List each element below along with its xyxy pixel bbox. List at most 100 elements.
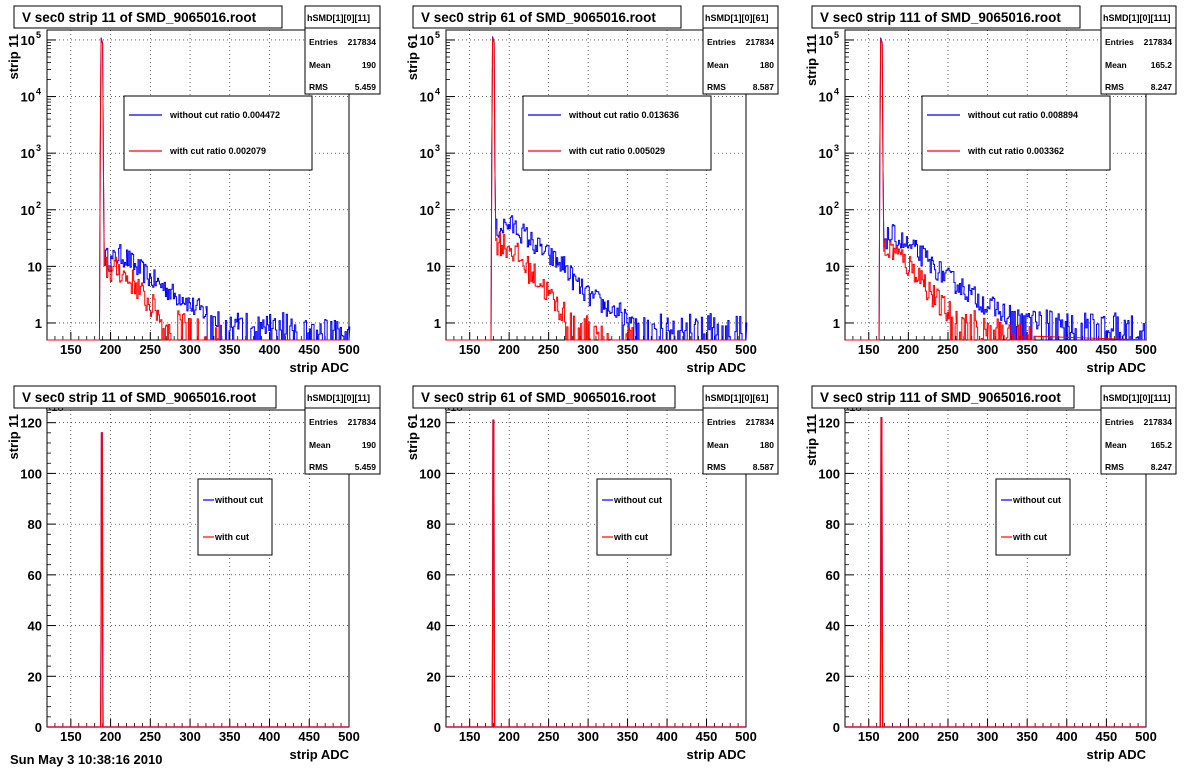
x-tick-label: 450: [1096, 729, 1118, 744]
y-tick-label: 40: [826, 619, 840, 634]
legend-label: without cut: [1012, 495, 1061, 505]
stats-mean-label: Mean: [1105, 440, 1127, 450]
y-tick-label: 10: [826, 259, 840, 274]
legend-label: without cut ratio 0.013636: [568, 110, 679, 120]
chart-panel-1: 150 200 250 300 350 400 450 500 strip ADC strip 1…: [6, 5, 381, 375]
y-tick-label: 20: [427, 669, 441, 684]
y-tick-label: 1: [833, 316, 840, 331]
x-tick-label: 400: [1056, 342, 1078, 357]
stats-name: hSMD[1][0][111]: [1103, 393, 1171, 403]
series-line-with-cut: [47, 432, 349, 728]
y-tick-label: 10: [427, 259, 441, 274]
stats-entries-label: Entries: [309, 37, 338, 47]
x-tick-label: 150: [858, 342, 880, 357]
legend-label: with cut ratio 0.005029: [568, 146, 665, 156]
x-tick-label: 500: [1135, 342, 1157, 357]
stats-box: [1100, 5, 1177, 95]
y-axis-label: strip 61: [405, 34, 420, 80]
stats-rms-label: RMS: [1105, 82, 1124, 92]
legend-label: with cut: [214, 532, 249, 542]
stats-rms-value: 5.459: [355, 82, 377, 92]
x-tick-label: 300: [179, 342, 201, 357]
stats-rms-value: 8.247: [1151, 82, 1173, 92]
y-tick-label: 10: [420, 203, 434, 218]
stats-box: [702, 5, 779, 95]
x-tick-label: 450: [1096, 342, 1118, 357]
stats-entries-value: 217834: [746, 417, 775, 427]
y-axis-label: strip 11: [6, 34, 21, 80]
legend-label: with cut ratio 0.002079: [169, 146, 266, 156]
x-tick-label: 500: [735, 729, 757, 744]
stats-rms-label: RMS: [309, 462, 328, 472]
y-tick-label: 80: [826, 517, 840, 532]
plot-frame: [445, 409, 747, 728]
legend-label: with cut: [613, 532, 648, 542]
y-tick-label: 20: [826, 669, 840, 684]
stats-box: [304, 385, 381, 475]
stats-mean-label: Mean: [309, 60, 331, 70]
stats-mean-value: 190: [362, 60, 376, 70]
stats-name: hSMD[1][0][111]: [1103, 13, 1171, 23]
stats-box: [702, 385, 779, 475]
x-tick-label: 350: [617, 342, 639, 357]
stats-entries-label: Entries: [309, 417, 338, 427]
y-axis-label: strip 61: [405, 414, 420, 460]
stats-rms-label: RMS: [707, 82, 726, 92]
footer-timestamp: Sun May 3 10:38:16 2010: [10, 752, 163, 767]
x-tick-label: 350: [219, 342, 241, 357]
y-tick-label: 40: [28, 619, 42, 634]
x-tick-label: 150: [858, 729, 880, 744]
x-tick-label: 200: [898, 342, 920, 357]
y-tick-exponent: 5: [834, 30, 839, 40]
legend-label: with cut: [1012, 532, 1047, 542]
y-tick-label: 10: [819, 203, 833, 218]
x-tick-label: 450: [298, 729, 320, 744]
x-tick-label: 250: [139, 729, 161, 744]
legend-box: [596, 478, 672, 556]
y-tick-label: 10: [21, 90, 35, 105]
plot-frame: [46, 29, 350, 341]
x-tick-label: 300: [977, 342, 999, 357]
series-line-with-cut: [446, 37, 746, 341]
x-tick-label: 150: [459, 342, 481, 357]
stats-rms-value: 8.587: [753, 462, 775, 472]
y-tick-exponent: 2: [834, 200, 839, 210]
x-axis-label: strip ADC: [290, 360, 350, 375]
y-axis-label: strip 111: [804, 34, 819, 86]
plot-frame: [445, 29, 747, 341]
legend-box: [197, 478, 273, 556]
chart-title: V sec0 strip 11 of SMD_9065016.root: [22, 10, 257, 25]
y-tick-label: 100: [818, 466, 840, 481]
series-line-with-cut: [47, 38, 349, 341]
legend-box: [995, 478, 1071, 556]
y-tick-label: 10: [21, 146, 35, 161]
legend-label: without cut: [214, 495, 263, 505]
y-tick-label: 10: [420, 146, 434, 161]
y-tick-label: 100: [419, 466, 441, 481]
y-tick-exponent: 3: [36, 143, 41, 153]
x-tick-label: 150: [459, 729, 481, 744]
y-tick-label: 60: [826, 568, 840, 583]
legend-label: without cut ratio 0.004472: [169, 110, 280, 120]
x-tick-label: 350: [1016, 729, 1038, 744]
x-tick-label: 400: [656, 729, 678, 744]
y-tick-label: 10: [420, 90, 434, 105]
x-tick-label: 200: [100, 342, 122, 357]
legend-label: without cut ratio 0.008894: [967, 110, 1078, 120]
x-tick-label: 200: [498, 342, 520, 357]
stats-mean-value: 190: [362, 440, 376, 450]
x-tick-label: 500: [1135, 729, 1157, 744]
y-tick-label: 80: [28, 517, 42, 532]
y-tick-label: 10: [21, 203, 35, 218]
chart-title: V sec0 strip 61 of SMD_9065016.root: [421, 390, 656, 405]
y-tick-label: 60: [28, 568, 42, 583]
y-tick-label: 1: [434, 316, 441, 331]
chart-title: V sec0 strip 111 of SMD_9065016.root: [820, 10, 1061, 25]
y-tick-exponent: 4: [435, 87, 440, 97]
stats-box: [1100, 385, 1177, 475]
y-tick-label: 10: [819, 146, 833, 161]
y-tick-exponent: 3: [834, 143, 839, 153]
stats-rms-label: RMS: [1105, 462, 1124, 472]
